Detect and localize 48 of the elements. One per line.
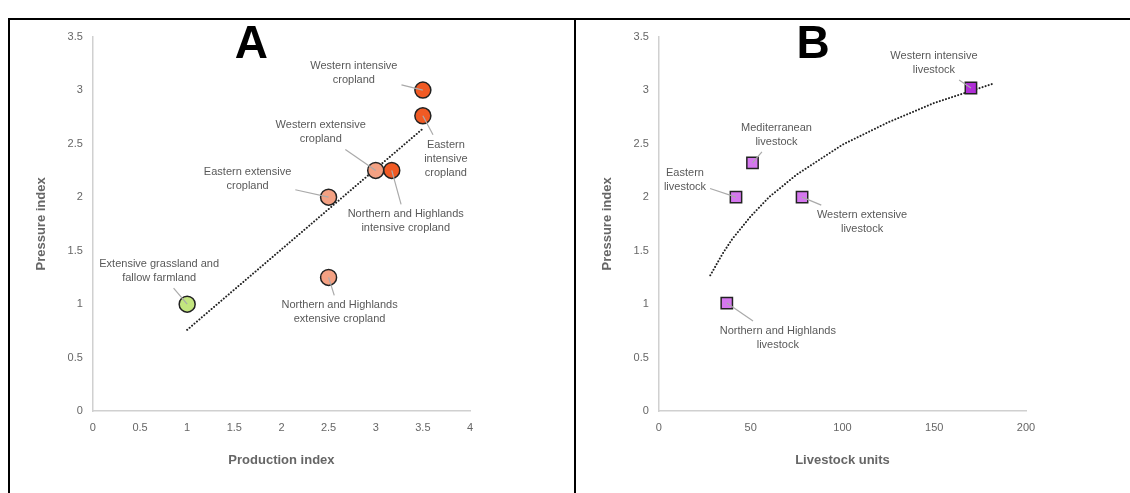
y-tick-label: 1 [76,297,83,310]
y-tick-label: 3.5 [633,29,649,42]
y-tick-label: 2 [642,190,649,203]
annotation: Northern and Highlands livestock [719,324,837,351]
y-tick-label: 2.5 [67,136,83,149]
y-tick-label: 2 [76,190,83,203]
y-axis-title: Pressure index [599,176,615,271]
x-axis-title: Production index [228,451,336,467]
x-tick-label: 2 [278,420,285,433]
y-tick-label: 3 [642,83,649,96]
x-tick-label: 3.5 [415,420,431,433]
y-tick-label: 0 [642,404,649,417]
y-tick-label: 3.5 [67,29,83,42]
annotation: Western extensive livestock [816,208,908,235]
y-tick-label: 0.5 [633,350,649,363]
y-axis-title: Pressure index [33,176,49,271]
chart-title: A [234,15,268,68]
x-tick-label: 3 [372,420,379,433]
y-tick-label: 1 [642,297,649,310]
y-tick-label: 0 [76,404,83,417]
x-tick-label: 200 [1016,420,1036,433]
x-tick-label: 1 [184,420,191,433]
annotation: Eastern extensive cropland [203,165,292,192]
annotation: Northern and Highlands extensive cropland [281,298,399,325]
y-tick-label: 1.5 [67,243,83,256]
chart-title: B [796,15,830,68]
x-tick-label: 150 [925,420,944,433]
x-tick-label: 0.5 [132,420,148,433]
annotation: Western extensive cropland [275,118,366,145]
x-tick-label: 2.5 [320,420,337,433]
y-tick-label: 1.5 [633,243,649,256]
annotation: Eastern livestock [663,166,707,193]
annotation: Extensive grassland and fallow farmland [99,257,220,284]
y-tick-label: 0.5 [67,350,83,363]
x-tick-label: 0 [89,420,96,433]
annotation: Eastern intensive cropland [424,137,468,178]
x-tick-label: 50 [744,420,757,433]
y-tick-label: 2.5 [633,136,649,149]
x-tick-label: 4 [466,420,474,433]
y-tick-label: 3 [76,83,83,96]
x-tick-label: 1.5 [226,420,242,433]
annotation: Western intensive livestock [890,49,978,75]
x-tick-label: 100 [833,420,852,433]
annotation: Northern and Highlands intensive cropland [347,207,465,234]
annotation: Western intensive cropland [310,59,398,86]
x-tick-label: 0 [655,420,662,433]
annotation: Mediterranean livestock [741,120,812,147]
x-axis-title: Livestock units [795,451,890,467]
